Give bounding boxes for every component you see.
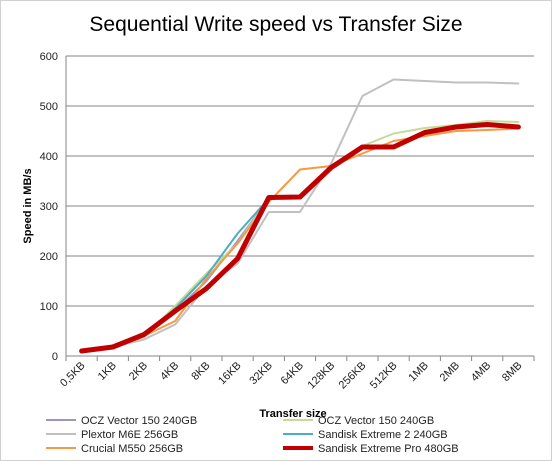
y-tick-label: 300 xyxy=(40,201,58,213)
y-tick-label: 0 xyxy=(52,351,58,363)
series-line xyxy=(80,78,520,352)
axes xyxy=(65,56,535,361)
gridlines xyxy=(66,55,534,307)
y-tick-label: 400 xyxy=(40,151,58,163)
legend-label: Sandisk Extreme Pro 480GB xyxy=(318,443,459,455)
y-axis-title: Speed in MB/s xyxy=(22,168,34,243)
y-tick-label: 200 xyxy=(40,251,58,263)
y-tick-labels: 0 100 200 300 400 500 600 xyxy=(40,51,58,363)
series-line xyxy=(80,127,520,352)
series-lines xyxy=(79,78,521,354)
legend-label: OCZ Vector 150 240GB xyxy=(318,415,434,427)
legend-label: Crucial M550 256GB xyxy=(81,443,183,455)
legend-label: Plextor M6E 256GB xyxy=(81,429,178,441)
legend: OCZ Vector 150 240GB OCZ Vector 150 240GB… xyxy=(46,415,459,455)
y-tick-label: 100 xyxy=(40,301,58,313)
y-tick-label: 500 xyxy=(40,101,58,113)
x-axis-title: Transfer size xyxy=(259,408,326,420)
chart-title: Sequential Write speed vs Transfer Size xyxy=(89,13,462,36)
y-tick-label: 600 xyxy=(40,51,58,63)
legend-label: OCZ Vector 150 240GB xyxy=(81,415,197,427)
legend-label: Sandisk Extreme 2 240GB xyxy=(318,429,448,441)
series-line xyxy=(79,122,521,354)
